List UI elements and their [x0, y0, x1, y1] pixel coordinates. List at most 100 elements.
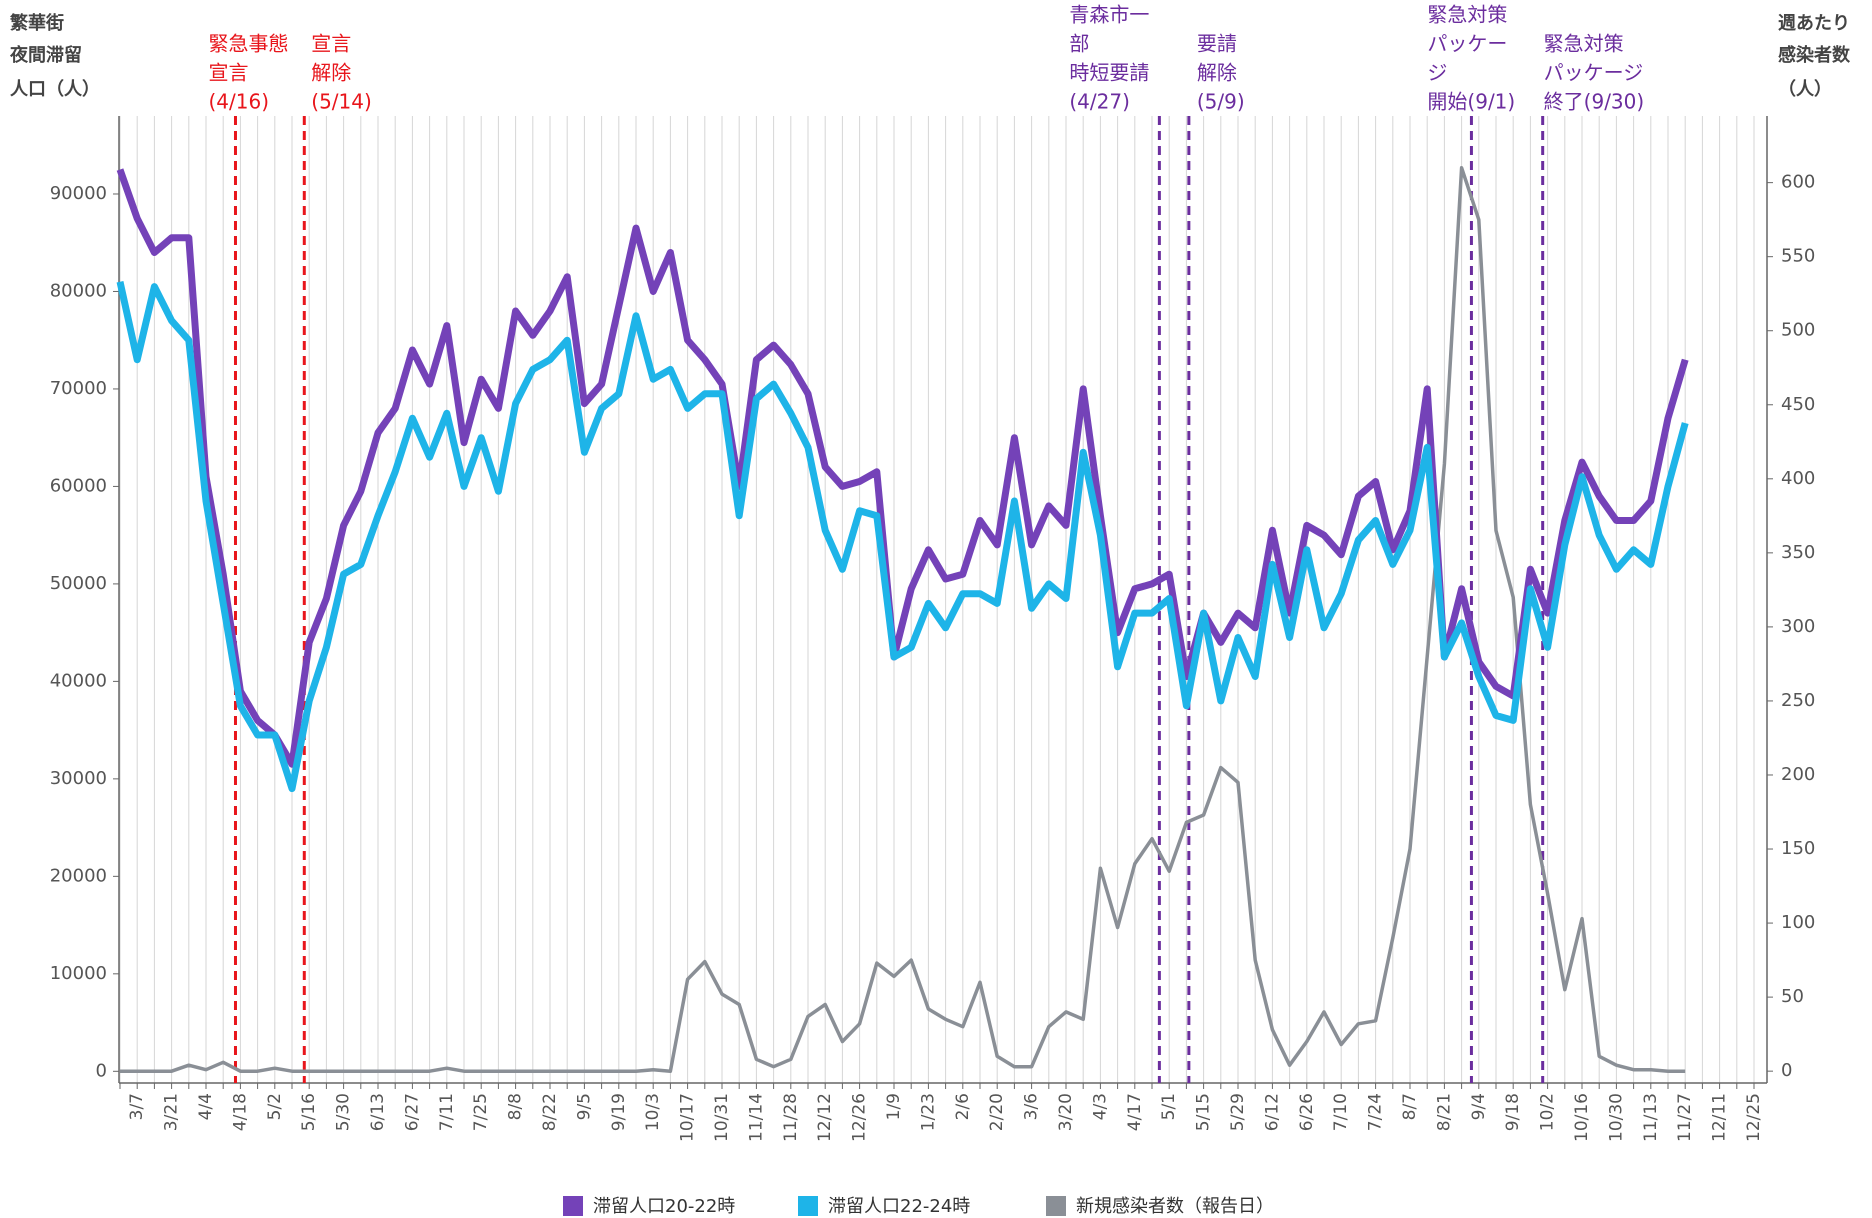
y2-tick-label: 300 — [1781, 616, 1815, 637]
x-tick-label: 4/3 — [1090, 1093, 1110, 1120]
y2-tick-label: 150 — [1781, 838, 1815, 859]
x-tick-label: 6/13 — [368, 1093, 388, 1131]
y-axis-title: 繁華街 — [9, 12, 64, 34]
annotation: 宣言 — [208, 61, 248, 85]
x-tick-label: 4/17 — [1125, 1093, 1145, 1131]
y2-axis-title: （人） — [1778, 79, 1832, 100]
x-tick-label: 6/27 — [402, 1093, 422, 1131]
annotation: (5/14) — [311, 90, 372, 114]
legend-swatch — [563, 1196, 583, 1216]
x-tick-label: 1/9 — [884, 1093, 904, 1120]
annotation: 宣言 — [311, 32, 351, 56]
x-tick-label: 8/7 — [1400, 1093, 1420, 1120]
y-tick-label: 10000 — [50, 963, 107, 984]
series-line — [120, 166, 1686, 1073]
annotation: 時短要請 — [1069, 61, 1149, 85]
x-tick-label: 7/11 — [437, 1093, 457, 1131]
x-tick-label: 5/2 — [265, 1093, 285, 1120]
x-tick-label: 11/13 — [1641, 1093, 1661, 1142]
y2-tick-label: 250 — [1781, 690, 1815, 711]
y-tick-label: 60000 — [50, 475, 107, 496]
legend-label: 新規感染者数（報告日） — [1076, 1196, 1274, 1217]
x-tick-label: 4/18 — [230, 1093, 250, 1131]
y2-tick-label: 500 — [1781, 320, 1815, 341]
annotation: 青森市一 — [1069, 3, 1149, 27]
x-tick-label: 11/28 — [781, 1093, 801, 1142]
x-tick-label: 3/21 — [162, 1093, 182, 1131]
x-tick-label: 11/14 — [746, 1093, 766, 1142]
legend-swatch — [798, 1196, 818, 1216]
annotation: (5/9) — [1197, 90, 1245, 114]
annotation: (4/27) — [1069, 90, 1130, 114]
x-tick-label: 3/6 — [1022, 1093, 1042, 1120]
series-line — [116, 168, 1689, 768]
x-tick-label: 6/26 — [1297, 1093, 1317, 1131]
y2-axis-title: 感染者数 — [1778, 44, 1851, 66]
y-tick-label: 20000 — [50, 865, 107, 886]
x-tick-label: 5/16 — [299, 1093, 319, 1131]
x-tick-label: 8/21 — [1434, 1093, 1454, 1131]
annotation: 解除 — [311, 61, 351, 85]
annotation: (4/16) — [208, 90, 269, 114]
x-tick-label: 5/29 — [1228, 1093, 1248, 1131]
annotation: 開始(9/1) — [1427, 90, 1515, 114]
series-line — [116, 280, 1689, 793]
x-tick-label: 3/7 — [127, 1093, 147, 1120]
y2-tick-label: 550 — [1781, 246, 1815, 267]
x-tick-label: 5/1 — [1159, 1093, 1179, 1120]
x-tick-label: 5/15 — [1194, 1093, 1214, 1131]
y-tick-label: 70000 — [50, 378, 107, 399]
annotation: 部 — [1069, 32, 1089, 56]
x-tick-label: 12/25 — [1744, 1093, 1764, 1142]
legend-label: 滞留人口20-22時 — [593, 1196, 735, 1217]
y2-tick-label: 50 — [1781, 986, 1804, 1007]
y2-axis-title: 週あたり — [1778, 13, 1850, 34]
x-tick-label: 12/26 — [850, 1093, 870, 1142]
x-tick-label: 3/20 — [1056, 1093, 1076, 1131]
annotation: 緊急対策 — [1427, 3, 1507, 27]
x-tick-label: 11/27 — [1675, 1093, 1695, 1142]
annotation: パッケー — [1427, 32, 1507, 56]
x-tick-label: 5/30 — [334, 1093, 354, 1131]
y-tick-label: 50000 — [50, 573, 107, 594]
x-tick-label: 8/22 — [540, 1093, 560, 1131]
x-tick-label: 9/19 — [609, 1093, 629, 1131]
x-tick-label: 10/17 — [678, 1093, 698, 1142]
x-tick-label: 12/12 — [815, 1093, 835, 1142]
x-tick-label: 10/3 — [643, 1093, 663, 1131]
annotation: 終了(9/30) — [1544, 90, 1645, 114]
x-tick-label: 10/31 — [712, 1093, 732, 1142]
y2-tick-label: 600 — [1781, 172, 1815, 193]
x-tick-label: 2/6 — [953, 1093, 973, 1120]
y2-tick-label: 450 — [1781, 394, 1815, 415]
x-tick-label: 8/8 — [506, 1093, 526, 1120]
y-axis-title: 人口（人） — [10, 79, 100, 100]
y-tick-label: 30000 — [50, 768, 107, 789]
x-tick-label: 1/23 — [918, 1093, 938, 1131]
annotation: パッケージ — [1544, 61, 1644, 85]
annotation: 緊急対策 — [1544, 32, 1624, 56]
x-tick-label: 10/2 — [1538, 1093, 1558, 1131]
y-tick-label: 90000 — [50, 183, 107, 204]
x-tick-label: 6/12 — [1262, 1093, 1282, 1131]
annotation: ジ — [1427, 61, 1447, 85]
y-axis-title: 夜間滞留 — [9, 44, 82, 66]
y-tick-label: 80000 — [50, 280, 107, 301]
y2-tick-label: 400 — [1781, 468, 1815, 489]
x-tick-label: 9/18 — [1503, 1093, 1523, 1131]
y2-tick-label: 350 — [1781, 542, 1815, 563]
x-tick-label: 9/4 — [1469, 1093, 1489, 1120]
x-tick-label: 7/10 — [1331, 1093, 1351, 1131]
legend-label: 滞留人口22-24時 — [828, 1196, 970, 1217]
x-tick-label: 9/5 — [574, 1093, 594, 1120]
legend-swatch — [1046, 1196, 1066, 1216]
y2-tick-label: 100 — [1781, 912, 1815, 933]
annotation: 要請 — [1197, 32, 1237, 56]
y2-tick-label: 0 — [1781, 1060, 1792, 1081]
y-tick-label: 40000 — [50, 670, 107, 691]
annotation: 解除 — [1197, 61, 1237, 85]
x-tick-label: 4/4 — [196, 1093, 216, 1120]
annotation: 緊急事態 — [208, 32, 288, 56]
y-tick-label: 0 — [96, 1060, 107, 1081]
